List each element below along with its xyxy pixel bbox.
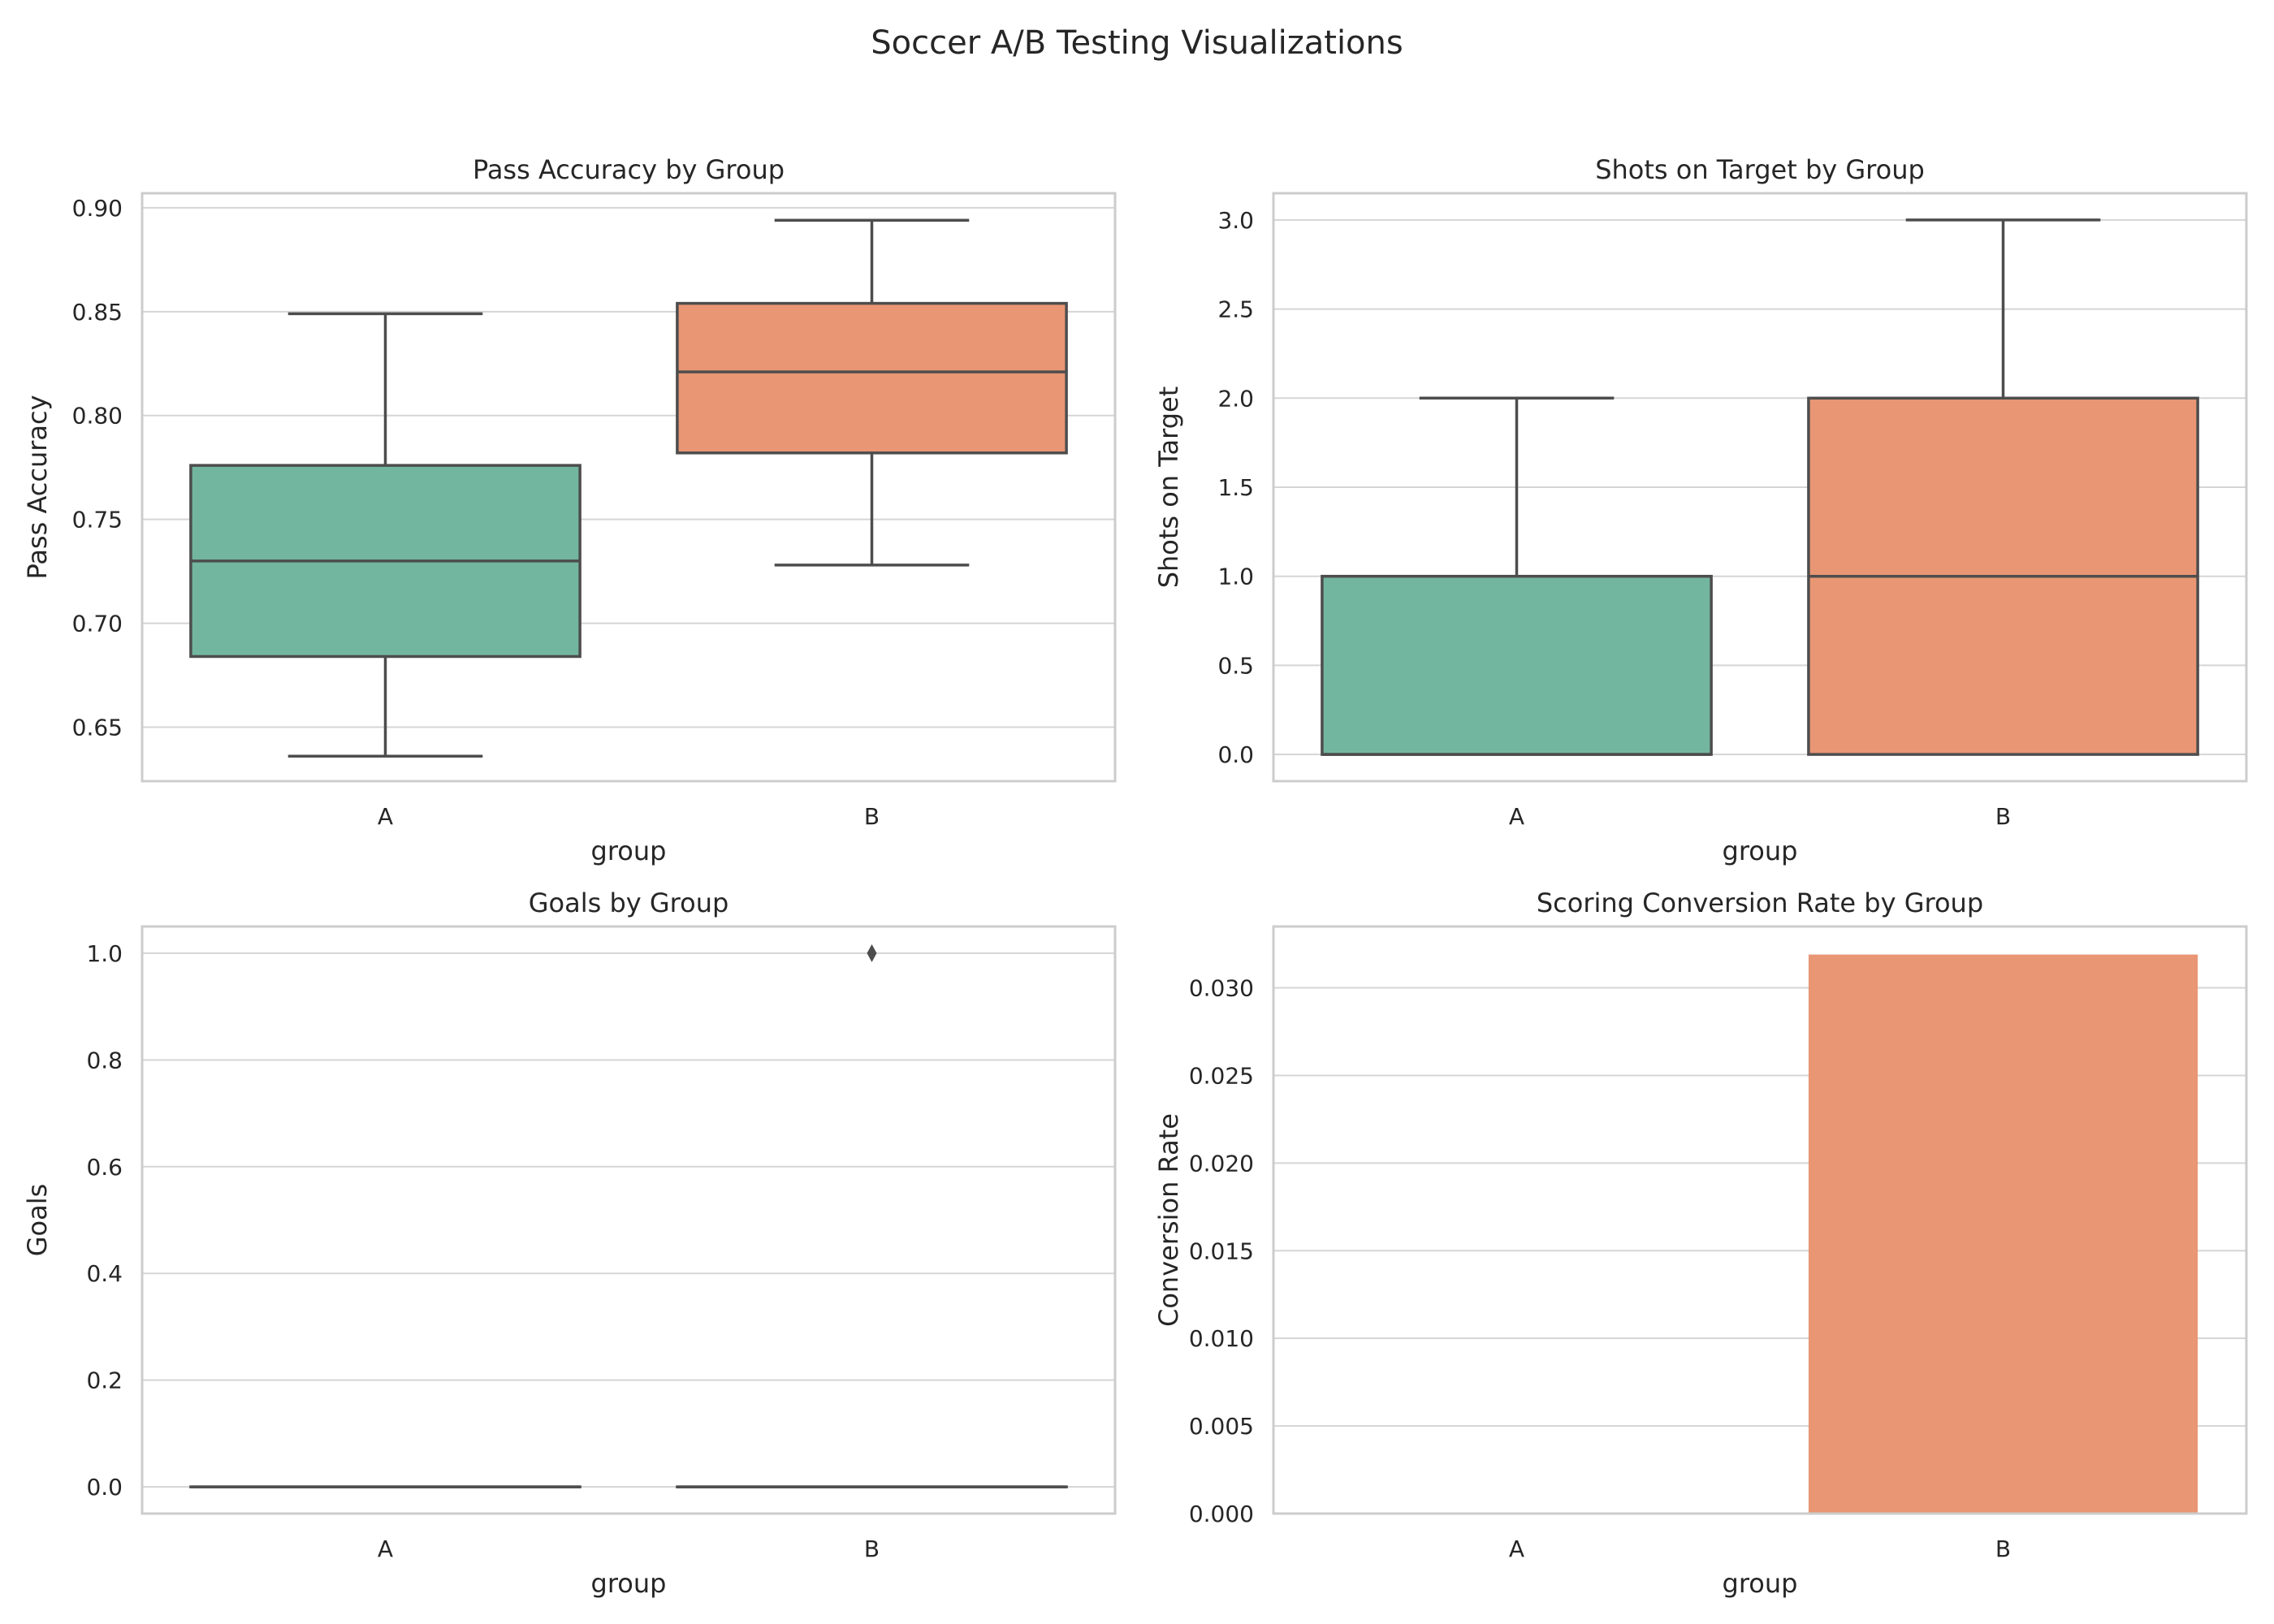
y-tick-label: 3.0 [1217, 207, 1254, 234]
subplot-title: Pass Accuracy by Group [473, 154, 785, 185]
y-tick-label: 0.90 [72, 195, 123, 222]
x-tick-label: B [1995, 1535, 2011, 1562]
box-A [1321, 574, 1713, 756]
y-tick-label: 0.5 [1217, 652, 1254, 679]
x-tick-label: A [1509, 1535, 1524, 1562]
x-tick-label: A [1509, 803, 1524, 830]
y-tick-label: 0.75 [72, 507, 123, 533]
pass-accuracy-panel: 0.65 0.70 0.75 0.80 0.85 0.90 A B Pass Accuracy … [22, 154, 1117, 866]
x-axis-label: group [1723, 1568, 1798, 1599]
y-tick-label: 1.5 [1217, 474, 1254, 501]
axes-frame [141, 192, 1117, 783]
goals-panel: 0.0 0.2 0.4 0.6 0.8 1.0 A B Goals by Group group G… [22, 888, 1117, 1599]
box-B [676, 301, 1068, 455]
x-axis-label: group [591, 836, 667, 866]
outlier-point [867, 944, 877, 962]
y-tick-label: 1.0 [1217, 564, 1254, 590]
shots-on-target-panel: 0.0 0.5 1.0 1.5 2.0 2.5 3.0 A B Shots on Target b… [1153, 154, 2248, 866]
x-tick-label: B [1995, 803, 2011, 830]
y-tick-label: 0.6 [86, 1154, 123, 1181]
y-tick-label: 0.0 [1217, 741, 1254, 768]
y-tick-label: 1.0 [86, 940, 123, 967]
axes-frame [1272, 925, 2248, 1515]
y-tick-label: 0.010 [1189, 1325, 1254, 1352]
figure-title: Soccer A/B Testing Visualizations [871, 24, 1403, 62]
y-axis-label: Shots on Target [1153, 387, 1184, 589]
y-tick-label: 0.65 [72, 714, 123, 741]
y-tick-label: 2.5 [1217, 296, 1254, 323]
subplot-title: Goals by Group [529, 888, 729, 918]
conversion-rate-panel: 0.000 0.005 0.010 0.015 0.020 0.025 0.030 A B Sco… [1153, 888, 2248, 1599]
y-tick-label: 0.80 [72, 403, 123, 430]
y-tick-label: 0.005 [1189, 1413, 1254, 1440]
x-axis-label: group [591, 1568, 667, 1599]
x-tick-label: A [378, 803, 393, 830]
y-tick-label: 0.85 [72, 299, 123, 326]
y-axis-label: Goals [22, 1184, 53, 1257]
x-tick-label: B [864, 1535, 880, 1562]
bar-B [1808, 954, 2198, 1514]
y-tick-label: 0.4 [86, 1260, 123, 1287]
y-tick-label: 2.0 [1217, 385, 1254, 412]
subplot-title: Scoring Conversion Rate by Group [1537, 888, 1983, 918]
y-axis-label: Conversion Rate [1153, 1113, 1184, 1327]
x-tick-label: A [378, 1535, 393, 1562]
y-tick-label: 0.025 [1189, 1062, 1254, 1089]
y-axis-label: Pass Accuracy [22, 395, 53, 579]
y-tick-label: 0.8 [86, 1047, 123, 1073]
y-tick-label: 0.70 [72, 611, 123, 637]
y-tick-label: 0.030 [1189, 975, 1254, 1002]
x-axis-label: group [1723, 836, 1798, 866]
y-tick-label: 0.2 [86, 1367, 123, 1394]
y-tick-label: 0.020 [1189, 1150, 1254, 1177]
y-tick-label: 0.015 [1189, 1237, 1254, 1264]
axes-frame [1272, 192, 2248, 783]
subplot-title: Shots on Target by Group [1595, 154, 1925, 185]
x-tick-label: B [864, 803, 880, 830]
y-tick-label: 0.000 [1189, 1501, 1254, 1527]
y-tick-label: 0.0 [86, 1474, 123, 1501]
axes-frame [141, 925, 1117, 1515]
